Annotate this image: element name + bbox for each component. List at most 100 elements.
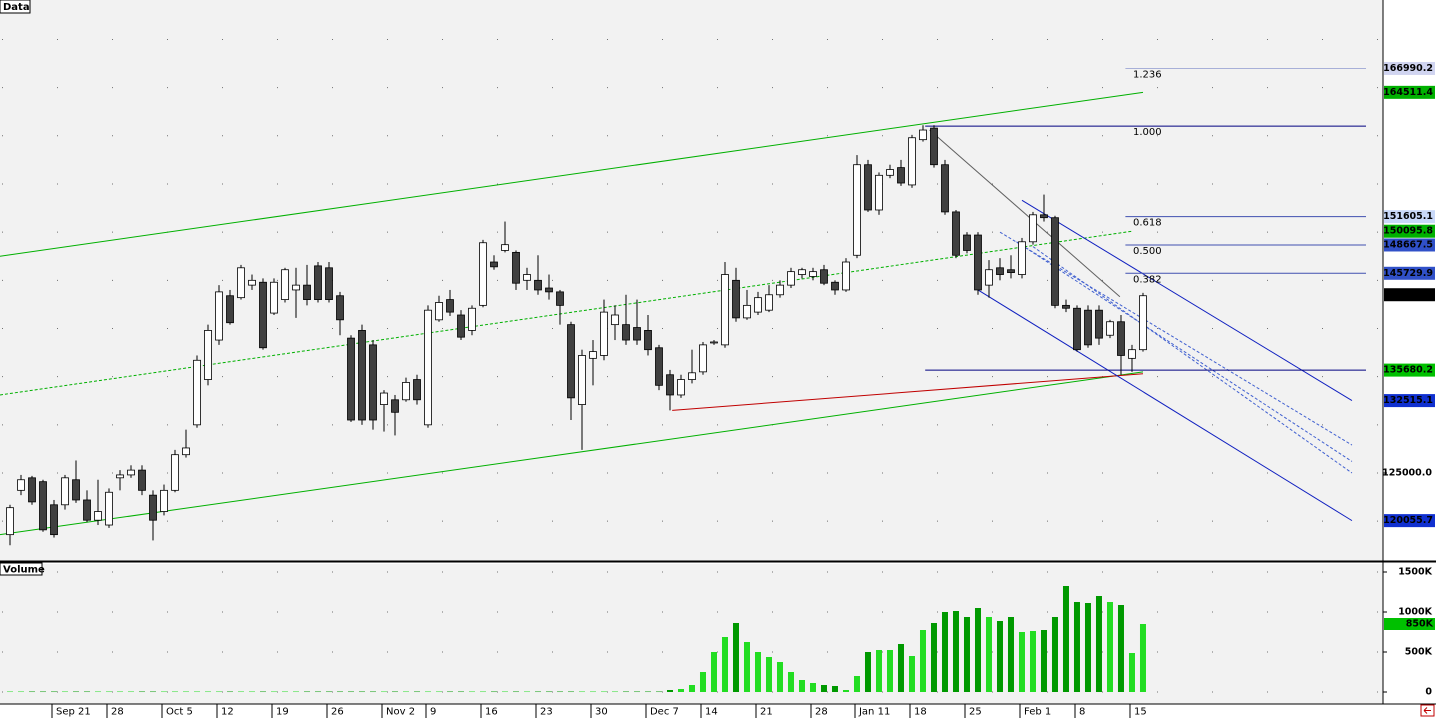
price-tag <box>1384 266 1435 280</box>
y-tick-label: 1000K <box>1398 607 1432 618</box>
volume-bar <box>315 691 322 693</box>
price-tag <box>1384 210 1435 224</box>
volume-bar <box>106 691 113 693</box>
volume-bar <box>523 691 530 693</box>
volume-bar <box>282 691 289 693</box>
volume-bar <box>809 683 816 692</box>
panel-label-box <box>0 562 43 576</box>
price-tag-label: 145729.9 <box>1383 268 1433 279</box>
x-tick-label: 18 <box>914 707 927 718</box>
candle-body <box>688 372 696 380</box>
candle-body <box>336 295 344 321</box>
volume-bar <box>29 691 36 693</box>
candle-body <box>281 269 289 300</box>
candle-body <box>1029 214 1037 243</box>
volume-bar <box>260 691 267 693</box>
price-tag <box>1384 288 1435 302</box>
candle-body <box>1106 321 1114 336</box>
candle-body <box>1128 349 1136 359</box>
candle-body <box>710 341 718 344</box>
candle-body <box>72 479 80 501</box>
x-tick-label: 12 <box>221 707 234 718</box>
x-tick-label: 8 <box>1079 707 1085 718</box>
candle-body <box>666 374 674 396</box>
volume-bar <box>1073 602 1080 692</box>
candle-body <box>171 454 179 491</box>
volume-bar <box>677 689 684 692</box>
volume-bar <box>996 621 1003 692</box>
volume-bar <box>897 644 904 692</box>
volume-bar <box>787 672 794 692</box>
candle-body <box>831 281 839 291</box>
volume-bar <box>952 611 959 692</box>
candle-body <box>226 295 234 324</box>
fib-label: 0.382 <box>1133 274 1162 285</box>
volume-bar <box>1084 603 1091 692</box>
x-tick-label: 28 <box>111 707 124 718</box>
volume-bar <box>567 691 574 693</box>
volume-bar <box>84 691 91 693</box>
candle-body <box>17 479 25 491</box>
volume-bar <box>699 672 706 692</box>
volume-bar <box>512 691 519 693</box>
volume-bar <box>655 691 662 693</box>
volume-bar <box>1018 632 1025 692</box>
right-axis-area <box>1383 0 1436 718</box>
x-tick-label: 23 <box>540 707 553 718</box>
volume-tag-label: 850K <box>1406 619 1434 630</box>
volume-bar <box>864 652 871 692</box>
volume-bar <box>7 691 14 693</box>
price-tag <box>1384 85 1435 99</box>
price-tag <box>1384 61 1435 75</box>
volume-bar <box>370 691 377 693</box>
candle-body <box>105 491 113 526</box>
volume-bar <box>501 691 508 693</box>
volume-bar <box>919 630 926 692</box>
volume-bar <box>974 608 981 692</box>
candle-body <box>457 314 465 338</box>
candle-body <box>600 311 608 356</box>
candle-body <box>699 344 707 373</box>
fib-label: 0.618 <box>1133 218 1162 229</box>
volume-bar <box>238 691 245 693</box>
x-tick-label: Feb 1 <box>1024 707 1051 718</box>
candle-body <box>1062 304 1070 309</box>
candle-body <box>512 251 520 284</box>
candle-body <box>358 330 366 421</box>
candle-body <box>501 244 509 251</box>
volume-bar <box>304 691 311 693</box>
x-tick-label: 25 <box>969 707 982 718</box>
candle-body <box>1040 214 1048 219</box>
candle-body <box>468 307 476 331</box>
fib-label: 1.236 <box>1133 69 1162 80</box>
volume-bar <box>908 656 915 692</box>
volume-bar <box>227 691 234 693</box>
price-tag <box>1384 238 1435 252</box>
price-tag-label: 148667.5 <box>1383 239 1433 250</box>
price-tag-label: 150095.8 <box>1383 226 1433 237</box>
candle-body <box>732 279 740 319</box>
trend-line <box>929 129 1121 298</box>
candle-body <box>655 347 663 386</box>
volume-bar <box>1051 617 1058 692</box>
trend-line <box>672 373 1144 411</box>
volume-bar <box>633 691 640 693</box>
volume-bar <box>556 691 563 693</box>
candle-body <box>28 477 36 503</box>
candle-body <box>314 265 322 300</box>
panel-title: Data <box>3 2 30 13</box>
volume-bar <box>150 691 157 693</box>
trend-line <box>977 289 1353 522</box>
candle-body <box>6 507 14 536</box>
candle-body <box>446 299 454 313</box>
y-tick-label: 500K <box>1405 647 1433 658</box>
volume-bar <box>820 685 827 692</box>
volume-bar <box>436 691 443 693</box>
candle-body <box>479 242 487 306</box>
volume-bar <box>754 652 761 692</box>
volume-bar <box>62 691 69 693</box>
candle-body <box>809 271 817 277</box>
price-tag <box>1384 394 1435 408</box>
candle-body <box>886 169 894 176</box>
